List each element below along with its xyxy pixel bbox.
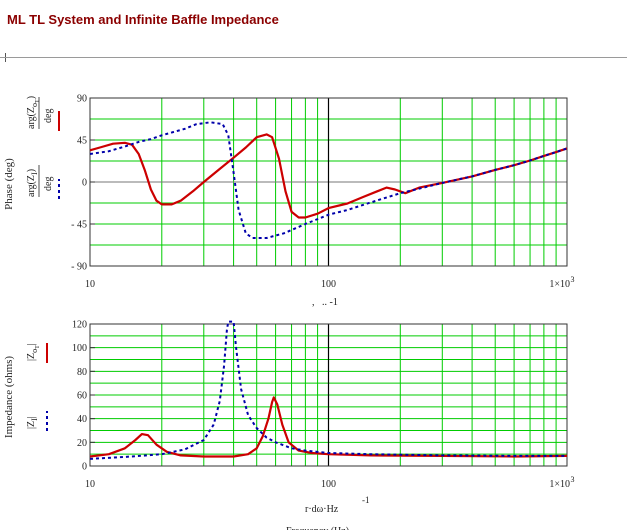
- y-tick-label: 0: [82, 178, 87, 189]
- y-tick-label: 0: [82, 462, 87, 473]
- legend-subsubscript: T: [35, 99, 41, 103]
- x-axis-label-exponent: -1: [362, 495, 370, 505]
- y-tick-label: - 45: [71, 220, 87, 231]
- x-tick-label-exponent: 3: [571, 475, 575, 484]
- legend-label: |ZoT|: [26, 343, 41, 361]
- y-axis-label: Impedance (ohms): [3, 356, 15, 438]
- y-tick-label: - 90: [71, 262, 87, 273]
- y-axis-label: Phase (deg): [3, 158, 15, 210]
- series-line-zi: [89, 121, 568, 239]
- y-tick-label: 100: [72, 343, 87, 354]
- y-tick-label: 40: [77, 414, 87, 425]
- x-axis-label: , .. -1: [312, 297, 338, 308]
- x-tick-label: 10: [85, 479, 95, 490]
- y-tick-label: 20: [77, 438, 87, 449]
- legend-subscript: o: [30, 349, 39, 353]
- x-tick-label: 100: [321, 479, 336, 490]
- x-axis-label: r·dω·Hz: [305, 504, 339, 515]
- legend-subscript: o: [30, 103, 39, 107]
- series-line-zi: [89, 320, 567, 460]
- title-rule: [0, 57, 627, 58]
- legend-close: ): [26, 96, 37, 99]
- page-title: ML TL System and Infinite Baffle Impedan…: [7, 12, 279, 27]
- legend-subscript: I: [30, 172, 39, 175]
- series-line-zo: [89, 396, 568, 458]
- y-tick-label: 80: [77, 367, 87, 378]
- y-tick-label: 60: [77, 391, 87, 402]
- x-tick-label: 1×10: [549, 479, 570, 490]
- y-tick-label: 120: [72, 320, 87, 331]
- legend-subscript: I: [30, 418, 39, 421]
- legend-label: |ZI|: [26, 416, 39, 429]
- legend-close: |: [26, 416, 37, 418]
- x-axis-label-secondary: Frequency (Hz): [286, 526, 349, 530]
- x-tick-label: 1×10: [549, 279, 570, 290]
- series-line-zo: [89, 133, 568, 219]
- x-tick-label: 10: [85, 279, 95, 290]
- legend-close: |: [26, 343, 37, 345]
- legend-close: ): [26, 169, 37, 172]
- y-tick-label: 90: [77, 94, 87, 105]
- legend-subsubscript: T: [35, 345, 41, 349]
- x-tick-label-exponent: 3: [571, 275, 575, 284]
- legend-label: arg(ZI): [26, 169, 39, 197]
- y-tick-label: 45: [77, 136, 87, 147]
- legend: |ZoT| |ZI|: [26, 343, 48, 431]
- chart-impedance: 120 100 80 60 40 20 0 10 100 1×10 3 Impedance (ohms…: [3, 320, 575, 530]
- x-tick-label: 100: [321, 279, 336, 290]
- legend-unit: deg: [43, 177, 54, 191]
- legend-unit: deg: [43, 109, 54, 123]
